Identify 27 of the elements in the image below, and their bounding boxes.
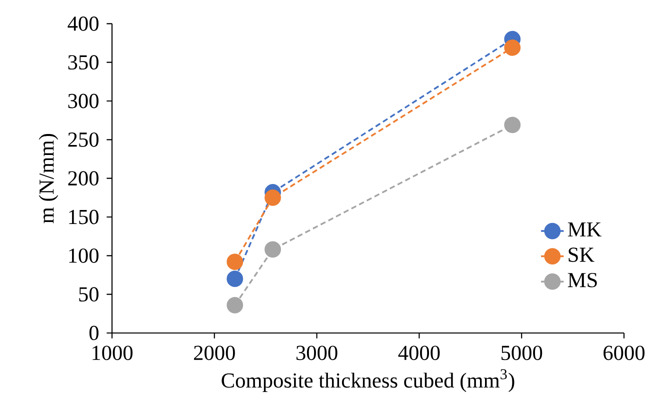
- point: [264, 241, 281, 258]
- y-tick-label: 50: [79, 287, 98, 302]
- y-axis-title: m (N/mm): [38, 134, 58, 224]
- point: [264, 189, 281, 206]
- x-tick-label: 3000: [296, 346, 338, 360]
- y-tick-label: 300: [68, 94, 98, 108]
- x-tick-label: 4000: [398, 346, 440, 360]
- y-tick-label: 250: [68, 132, 98, 147]
- x-tick-label: 2000: [194, 346, 235, 360]
- legend-label: MS: [568, 272, 597, 288]
- y-tick-label: 150: [69, 210, 98, 224]
- point: [226, 270, 244, 288]
- x-axis-title: Composite thickness cubed (mm$^{3}$): [222, 369, 514, 392]
- y-tick-label: 350: [68, 55, 98, 70]
- legend-label: SK: [568, 248, 594, 262]
- point: [504, 39, 521, 56]
- x-tick-label: 5000: [502, 346, 542, 360]
- x-tick-label: 1000: [92, 346, 133, 360]
- legend-label: MK: [568, 222, 602, 236]
- y-tick-label: 400: [68, 16, 98, 31]
- y-tick-label: 100: [69, 248, 98, 263]
- y-tick-label: 0: [89, 326, 98, 340]
- point: [226, 254, 244, 270]
- point: [504, 116, 521, 134]
- x-tick-label: 6000: [604, 346, 645, 360]
- y-tick-label: 200: [68, 171, 98, 186]
- point: [226, 296, 244, 314]
